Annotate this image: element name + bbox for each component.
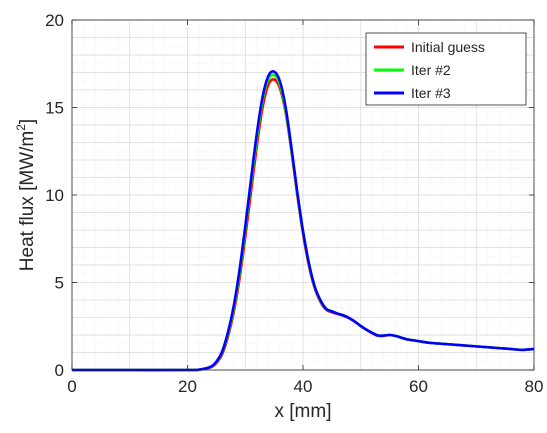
legend: Initial guess Iter #2 Iter #3 [365, 32, 527, 106]
tick-labels: 0 20 40 60 80 0 5 10 15 20 [45, 11, 543, 396]
y-axis-label: Heat flux [MW/m2] [14, 119, 38, 271]
x-tick-label: 0 [67, 377, 76, 396]
y-tick-label: 0 [55, 361, 64, 380]
ticks [71, 19, 535, 371]
y-axis-label-close: ] [17, 119, 38, 124]
series-line-iter-3 [71, 70, 535, 372]
legend-label-initial-guess: Initial guess [411, 39, 485, 55]
x-tick-label: 20 [178, 377, 197, 396]
x-tick-label: 80 [525, 377, 544, 396]
y-tick-label: 10 [45, 186, 64, 205]
y-tick-label: 15 [45, 99, 64, 118]
legend-label-iter-2: Iter #2 [411, 62, 451, 78]
series-layer [71, 70, 535, 372]
x-tick-label: 60 [409, 377, 428, 396]
x-tick-label: 40 [294, 377, 313, 396]
y-tick-label: 20 [45, 11, 64, 30]
major-grid [71, 19, 535, 371]
x-axis-label: x [mm] [275, 401, 332, 422]
y-axis-label-sup: 2 [14, 124, 28, 131]
legend-label-iter-3: Iter #3 [411, 85, 451, 101]
y-tick-label: 5 [55, 274, 64, 293]
y-axis-label-main: Heat flux [MW/m [17, 131, 38, 271]
